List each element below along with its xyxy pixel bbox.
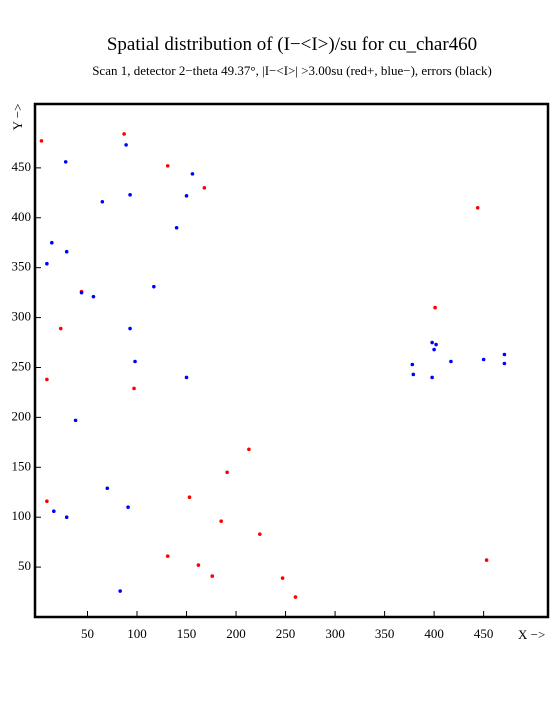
point xyxy=(132,386,136,391)
point xyxy=(219,519,223,523)
plot-frame xyxy=(33,102,550,619)
point xyxy=(502,361,507,366)
point xyxy=(258,532,262,536)
point xyxy=(50,240,54,245)
point xyxy=(247,447,251,452)
y-tick-label: 150 xyxy=(12,458,32,473)
y-tick-label: 100 xyxy=(12,508,32,523)
point xyxy=(190,172,195,176)
point xyxy=(79,290,84,295)
point xyxy=(430,375,434,380)
point xyxy=(100,200,105,204)
point xyxy=(475,205,480,210)
point xyxy=(432,347,436,352)
y-axis-label: Y −> xyxy=(10,104,25,131)
y-tick-label: 200 xyxy=(12,408,32,423)
point xyxy=(293,595,298,599)
x-tick-label: 150 xyxy=(177,626,197,641)
y-tick-label: 400 xyxy=(12,209,32,224)
point xyxy=(184,375,189,380)
point xyxy=(63,160,68,164)
point xyxy=(484,558,489,562)
point xyxy=(225,470,229,475)
point xyxy=(64,515,69,519)
x-tick-label: 200 xyxy=(226,626,246,641)
point xyxy=(196,563,201,567)
point xyxy=(39,139,44,143)
point xyxy=(410,362,415,367)
point xyxy=(133,359,137,364)
x-axis-label: X −> xyxy=(518,627,545,642)
point xyxy=(118,589,122,593)
x-tick-label: 350 xyxy=(375,626,395,641)
point xyxy=(73,418,78,423)
y-tick-label: 300 xyxy=(12,309,32,324)
point xyxy=(449,359,453,364)
point xyxy=(481,357,486,362)
y-tick-label: 450 xyxy=(12,159,32,174)
y-tick-label: 250 xyxy=(12,358,32,373)
y-tick-label: 50 xyxy=(18,558,31,573)
point xyxy=(52,509,56,514)
point xyxy=(411,372,416,377)
x-tick-label: 250 xyxy=(276,626,296,641)
y-tick-label: 350 xyxy=(12,259,32,274)
point xyxy=(128,326,132,331)
point xyxy=(152,284,156,289)
point xyxy=(126,505,130,510)
point xyxy=(430,340,434,345)
point xyxy=(122,132,126,136)
point xyxy=(174,225,179,230)
point xyxy=(184,194,189,198)
point xyxy=(433,305,437,310)
point xyxy=(64,249,69,254)
point xyxy=(210,574,215,578)
point xyxy=(502,352,507,357)
point xyxy=(165,554,170,558)
point xyxy=(105,486,110,491)
point xyxy=(202,186,207,190)
point xyxy=(165,164,170,168)
x-tick-label: 50 xyxy=(81,626,94,641)
x-tick-label: 450 xyxy=(474,626,494,641)
point xyxy=(124,143,128,147)
x-tick-label: 300 xyxy=(325,626,345,641)
x-tick-label: 400 xyxy=(424,626,444,641)
point xyxy=(45,499,49,504)
point xyxy=(45,377,49,382)
point xyxy=(187,495,192,500)
point xyxy=(58,326,63,331)
point xyxy=(128,193,132,197)
point xyxy=(280,576,285,580)
point xyxy=(45,261,49,266)
point xyxy=(434,342,438,347)
point xyxy=(91,294,96,299)
chart-title: Spatial distribution of (I−<I>)/su for c… xyxy=(107,34,477,55)
chart-subtitle: Scan 1, detector 2−theta 49.37°, |I−<I>|… xyxy=(92,63,492,78)
x-tick-label: 100 xyxy=(127,626,147,641)
